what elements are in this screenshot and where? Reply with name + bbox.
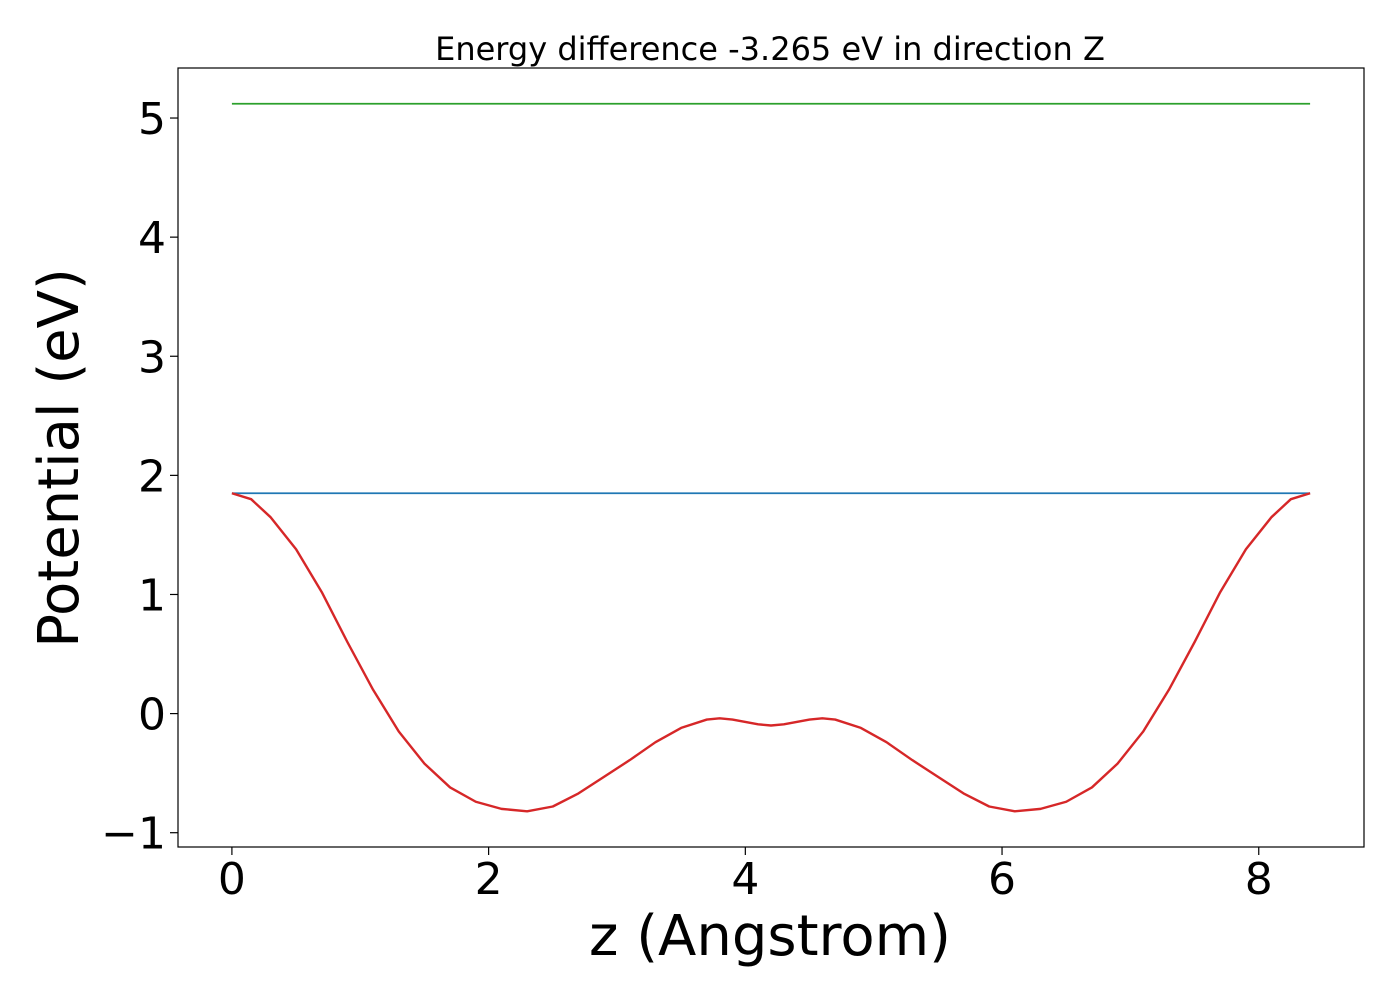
x-tick-label: 8 [1245, 854, 1273, 905]
x-axis-label: z (Angstrom) [589, 904, 951, 969]
series-line-3 [231, 492, 1311, 813]
y-tick-label: 3 [138, 332, 166, 383]
x-axis: 0 2 4 6 8 [218, 847, 1273, 905]
y-axis-label: Potential (eV) [27, 268, 92, 648]
y-tick-label: 0 [138, 690, 166, 741]
x-tick-label: 0 [218, 854, 246, 905]
y-tick-label: 2 [138, 451, 166, 502]
y-axis: −1 0 1 2 3 4 5 [101, 94, 178, 860]
plot-area-frame [177, 67, 1365, 848]
x-tick-label: 6 [988, 854, 1016, 905]
x-tick-label: 2 [475, 854, 503, 905]
y-tick-label: 1 [138, 570, 166, 621]
y-tick-label: −1 [101, 809, 166, 860]
y-tick-label: 4 [138, 213, 166, 264]
x-tick-label: 4 [731, 854, 759, 905]
y-tick-label: 5 [138, 94, 166, 145]
chart-title: Energy difference -3.265 eV in direction… [435, 30, 1105, 68]
series-layer [231, 102, 1311, 813]
